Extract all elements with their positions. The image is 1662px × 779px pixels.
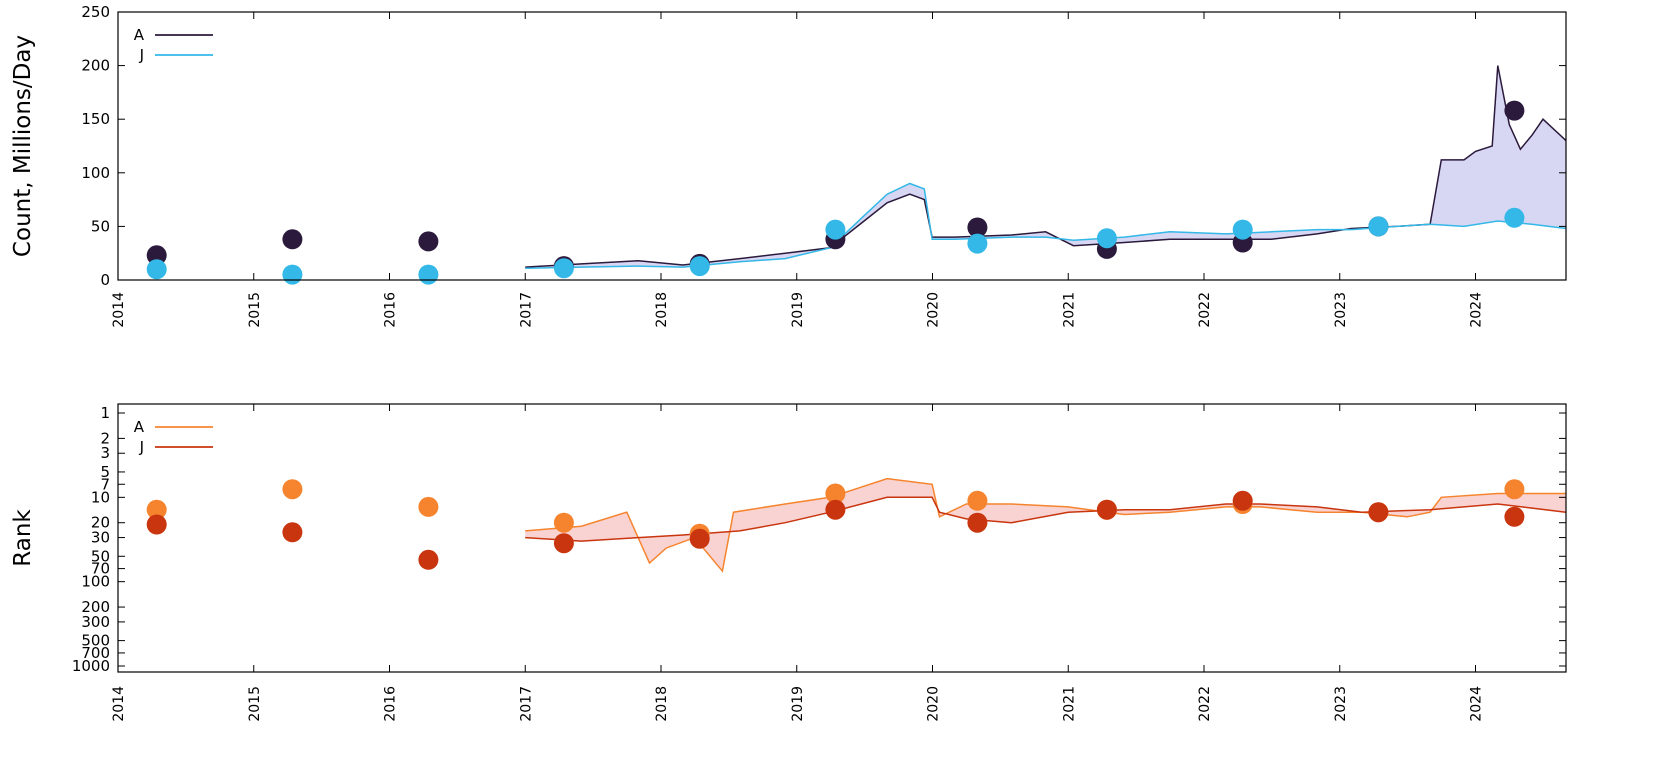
y-tick-label: 10	[91, 488, 110, 506]
series-gap-band	[525, 478, 1567, 572]
data-point-j	[282, 264, 303, 285]
x-tick-label: 2023	[1333, 686, 1349, 722]
x-tick-label: 2019	[790, 292, 806, 328]
data-point-j	[553, 533, 574, 554]
y-tick-label: 300	[81, 613, 110, 631]
data-point-j	[1096, 499, 1117, 520]
data-point-a	[418, 231, 439, 252]
data-point-j	[146, 514, 167, 535]
x-tick-label: 2019	[790, 686, 806, 722]
data-point-a	[146, 499, 167, 520]
x-tick-label: 2015	[247, 686, 263, 722]
data-point-a	[282, 479, 303, 500]
data-point-a	[553, 512, 574, 533]
data-point-j	[689, 528, 710, 549]
data-point-j	[418, 549, 439, 570]
x-tick-label: 2018	[654, 686, 670, 722]
data-point-j	[1096, 228, 1117, 249]
data-point-a	[418, 496, 439, 517]
x-tick-label: 2017	[518, 686, 534, 722]
y-tick-label: 5	[100, 463, 110, 481]
x-tick-label: 2021	[1061, 686, 1077, 722]
x-tick-label: 2014	[111, 292, 127, 328]
y-tick-label: 30	[91, 529, 110, 547]
data-point-a	[1504, 479, 1525, 500]
data-point-a	[282, 229, 303, 250]
y-tick-label: 1	[100, 404, 110, 422]
x-tick-label: 2017	[518, 292, 534, 328]
x-tick-label: 2021	[1061, 292, 1077, 328]
data-point-j	[553, 258, 574, 279]
data-point-j	[967, 233, 988, 254]
y-axis-label: Count, Millions/Day	[10, 35, 36, 257]
y-tick-label: 1000	[72, 657, 110, 675]
x-tick-label: 2022	[1197, 686, 1213, 722]
x-tick-label: 2024	[1469, 292, 1485, 328]
y-tick-label: 50	[91, 217, 110, 235]
data-point-a	[967, 490, 988, 511]
y-tick-label: 200	[81, 57, 110, 75]
series-line-j	[525, 496, 1567, 542]
data-point-a	[825, 483, 846, 504]
data-point-j	[418, 264, 439, 285]
x-tick-label: 2024	[1469, 686, 1485, 722]
y-tick-label: 20	[91, 514, 110, 532]
data-point-j	[1368, 502, 1389, 523]
data-point-j	[1504, 506, 1525, 527]
legend-label-a: A	[134, 418, 145, 436]
y-tick-label: 250	[81, 3, 110, 21]
y-axis-label: Rank	[10, 509, 36, 567]
data-point-a	[146, 245, 167, 266]
y-tick-label: 0	[100, 271, 110, 289]
y-tick-label: 150	[81, 110, 110, 128]
x-tick-label: 2018	[654, 292, 670, 328]
y-tick-label: 2	[100, 429, 110, 447]
x-tick-label: 2014	[111, 686, 127, 722]
y-tick-label: 500	[81, 632, 110, 650]
y-tick-label: 50	[91, 547, 110, 565]
chart-panel-1: 0 50 100 150 200 250 2014 2015 2016 2017 2018 2019 2…	[10, 3, 1567, 328]
x-tick-label: 2016	[383, 292, 399, 328]
x-tick-label: 2015	[247, 292, 263, 328]
x-tick-label: 2016	[383, 686, 399, 722]
data-point-j	[825, 499, 846, 520]
y-tick-label: 100	[81, 164, 110, 182]
data-point-j	[1368, 216, 1389, 237]
y-tick-label: 3	[100, 444, 110, 462]
series-line-j	[525, 182, 1567, 269]
y-tick-label: 7	[100, 475, 110, 493]
data-point-j	[146, 259, 167, 280]
legend-label-j: J	[139, 438, 144, 456]
plot-frame	[117, 11, 1567, 281]
data-point-j	[825, 219, 846, 240]
y-tick-label: 700	[81, 644, 110, 662]
x-tick-label: 2023	[1333, 292, 1349, 328]
y-tick-label: 200	[81, 598, 110, 616]
legend-label-a: A	[134, 26, 145, 44]
series-line-a	[525, 477, 1566, 573]
data-point-j	[689, 256, 710, 277]
x-tick-label: 2022	[1197, 292, 1213, 328]
x-tick-label: 2020	[926, 292, 942, 328]
data-point-j	[1232, 219, 1253, 240]
plot-frame	[117, 403, 1567, 673]
data-point-j	[967, 512, 988, 533]
data-point-j	[1232, 490, 1253, 511]
y-tick-label: 70	[91, 560, 110, 578]
legend-label-j: J	[139, 46, 144, 64]
data-point-a	[1504, 100, 1525, 121]
data-point-j	[1504, 207, 1525, 228]
y-tick-label: 100	[81, 573, 110, 591]
data-point-j	[282, 522, 303, 543]
x-tick-label: 2020	[926, 686, 942, 722]
series-line-a	[525, 65, 1567, 268]
data-point-a	[967, 217, 988, 238]
